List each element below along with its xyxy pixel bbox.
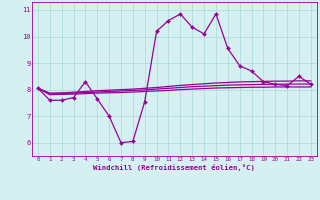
X-axis label: Windchill (Refroidissement éolien,°C): Windchill (Refroidissement éolien,°C) (93, 164, 255, 171)
